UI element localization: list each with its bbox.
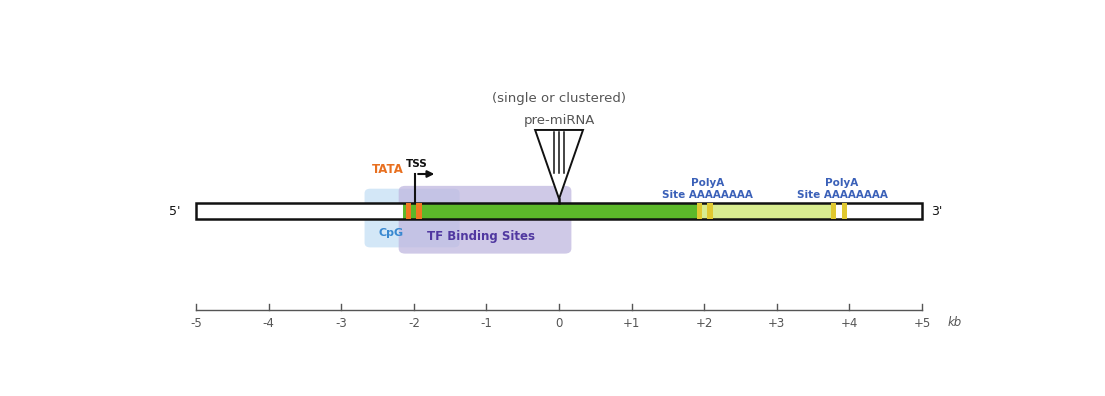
Text: kb: kb (947, 316, 961, 329)
Text: +4: +4 (841, 317, 859, 330)
Text: 0: 0 (556, 317, 562, 330)
Text: TF Binding Sites: TF Binding Sites (428, 230, 536, 243)
Text: (single or clustered): (single or clustered) (492, 92, 627, 105)
FancyBboxPatch shape (842, 204, 846, 219)
Polygon shape (535, 130, 583, 199)
Text: TSS: TSS (406, 160, 428, 169)
Text: -2: -2 (408, 317, 420, 330)
FancyBboxPatch shape (831, 204, 922, 219)
FancyBboxPatch shape (399, 186, 571, 253)
Text: TATA: TATA (372, 163, 403, 176)
Text: CpG: CpG (378, 228, 403, 238)
Text: -4: -4 (263, 317, 275, 330)
FancyBboxPatch shape (197, 204, 403, 219)
FancyBboxPatch shape (365, 188, 460, 248)
Text: -3: -3 (336, 317, 347, 330)
Text: +5: +5 (914, 317, 930, 330)
Text: +2: +2 (695, 317, 713, 330)
Text: -5: -5 (190, 317, 202, 330)
FancyBboxPatch shape (559, 204, 697, 219)
FancyBboxPatch shape (403, 204, 559, 219)
Text: pre-miRNA: pre-miRNA (524, 114, 594, 127)
Text: 3': 3' (930, 205, 943, 218)
FancyBboxPatch shape (831, 204, 835, 219)
Text: -1: -1 (481, 317, 493, 330)
Text: PolyA
Site AAAAAAAA: PolyA Site AAAAAAAA (797, 178, 887, 200)
FancyBboxPatch shape (697, 204, 831, 219)
FancyBboxPatch shape (406, 204, 411, 219)
Text: +1: +1 (623, 317, 640, 330)
FancyBboxPatch shape (707, 204, 713, 219)
Text: +3: +3 (768, 317, 786, 330)
FancyBboxPatch shape (696, 204, 702, 219)
Text: PolyA
Site AAAAAAAA: PolyA Site AAAAAAAA (662, 178, 754, 200)
FancyBboxPatch shape (417, 204, 421, 219)
Text: 5': 5' (169, 205, 180, 218)
